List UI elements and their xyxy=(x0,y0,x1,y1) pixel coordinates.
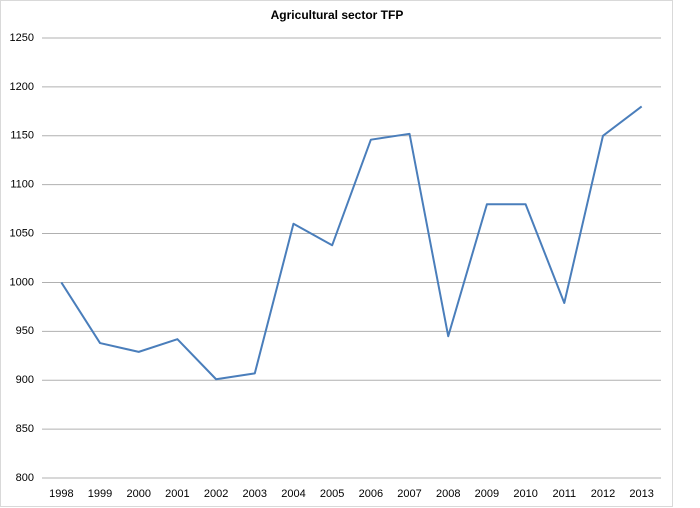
y-tick-label: 1050 xyxy=(10,227,34,239)
y-tick-label: 1200 xyxy=(10,81,34,93)
chart-border xyxy=(0,0,673,507)
data-line xyxy=(60,105,643,381)
y-tick-label: 1150 xyxy=(10,130,34,142)
y-tick-label: 900 xyxy=(16,374,34,386)
x-tick-label: 2005 xyxy=(320,488,344,500)
x-tick-label: 2002 xyxy=(204,488,228,500)
x-tick-label: 2007 xyxy=(397,488,421,500)
y-tick-label: 950 xyxy=(16,325,34,337)
chart-title: Agricultural sector TFP xyxy=(271,8,404,22)
x-tick-label: 1999 xyxy=(88,488,112,500)
x-tick-label: 2013 xyxy=(629,488,653,500)
x-tick-label: 2006 xyxy=(359,488,383,500)
y-tick-label: 800 xyxy=(16,472,34,484)
y-tick-label: 1250 xyxy=(10,32,34,44)
x-tick-label: 2010 xyxy=(513,488,537,500)
x-tick-label: 2000 xyxy=(126,488,150,500)
x-tick-label: 2009 xyxy=(475,488,499,500)
x-tick-label: 2001 xyxy=(165,488,189,500)
x-tick-label: 2012 xyxy=(591,488,615,500)
x-tick-label: 2011 xyxy=(552,488,576,500)
x-tick-label: 2003 xyxy=(243,488,267,500)
x-tick-label: 1998 xyxy=(49,488,73,500)
x-tick-label: 2004 xyxy=(281,488,305,500)
y-tick-label: 1000 xyxy=(10,276,34,288)
y-tick-label: 1100 xyxy=(10,179,34,191)
x-tick-label: 2008 xyxy=(436,488,460,500)
y-tick-label: 850 xyxy=(16,423,34,435)
